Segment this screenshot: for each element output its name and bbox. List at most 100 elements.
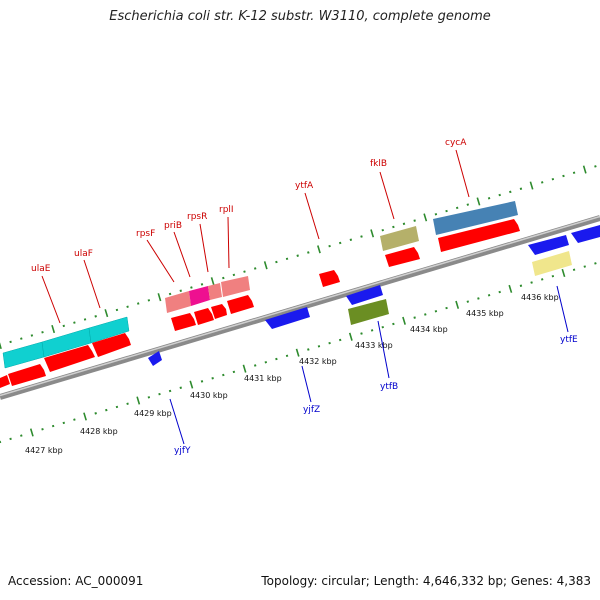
gene-label-ytfB[interactable]: ytfB bbox=[380, 382, 398, 392]
cds-arrow-2[interactable] bbox=[8, 364, 46, 386]
major-tick bbox=[423, 213, 428, 222]
cds-arrow-4[interactable] bbox=[92, 333, 131, 357]
gene-fklB-box[interactable] bbox=[380, 226, 419, 251]
cds-rev-4[interactable] bbox=[528, 235, 569, 255]
cds-arrow-1[interactable] bbox=[0, 375, 10, 388]
gene-label-priB[interactable]: priB bbox=[164, 221, 182, 231]
minor-tick bbox=[328, 244, 331, 248]
gene-ulaF-b[interactable] bbox=[88, 316, 130, 344]
minor-tick bbox=[179, 386, 182, 389]
minor-tick bbox=[370, 329, 374, 332]
minor-tick bbox=[136, 302, 140, 305]
minor-tick bbox=[317, 345, 321, 348]
major-tick bbox=[582, 165, 587, 174]
minor-tick bbox=[126, 305, 129, 309]
major-tick bbox=[455, 300, 460, 309]
major-tick bbox=[51, 324, 56, 334]
major-tick bbox=[476, 197, 481, 206]
cds-arrow-11[interactable] bbox=[438, 219, 520, 252]
minor-tick bbox=[445, 306, 448, 310]
minor-tick bbox=[477, 297, 480, 300]
minor-tick bbox=[307, 348, 310, 351]
ruler-label-4430: 4430 kbp bbox=[190, 391, 228, 400]
gene-label-fklB[interactable]: fklB bbox=[370, 159, 387, 169]
gene-label-ulaF[interactable]: ulaF bbox=[74, 249, 93, 259]
gene-rplI[interactable] bbox=[221, 276, 250, 297]
gene-priB[interactable] bbox=[189, 286, 210, 306]
minor-tick bbox=[572, 171, 576, 175]
minor-tick bbox=[222, 276, 225, 280]
minor-tick bbox=[307, 251, 310, 254]
gene-ytfE-box[interactable] bbox=[532, 251, 572, 276]
minor-tick bbox=[572, 268, 576, 272]
gene-rpsR[interactable] bbox=[208, 283, 222, 300]
cds-rev-2[interactable] bbox=[265, 307, 310, 329]
gene-label-rpsF[interactable]: rpsF bbox=[136, 229, 155, 239]
minor-tick bbox=[392, 322, 395, 326]
cds-arrow-5[interactable] bbox=[171, 313, 196, 331]
minor-tick bbox=[115, 405, 119, 409]
cds-arrow-10[interactable] bbox=[385, 247, 420, 267]
ruler-label-4427: 4427 kbp bbox=[25, 446, 63, 455]
gene-rpsF[interactable] bbox=[165, 291, 191, 313]
forward-label-lines bbox=[41, 149, 470, 324]
cds-rev-3[interactable] bbox=[346, 285, 383, 305]
accession-text: Accession: AC_000091 bbox=[8, 574, 144, 588]
minor-tick bbox=[41, 330, 44, 334]
reverse-label-lines bbox=[169, 285, 569, 445]
minor-tick bbox=[487, 196, 491, 200]
minor-tick bbox=[41, 427, 44, 431]
minor-tick bbox=[83, 318, 87, 321]
gene-label-yjfY[interactable]: yjfY bbox=[174, 446, 191, 456]
minor-tick bbox=[9, 340, 12, 344]
gene-label-rplI[interactable]: rplI bbox=[219, 205, 234, 215]
major-tick bbox=[402, 316, 406, 325]
minor-tick bbox=[509, 190, 512, 194]
gene-label-cycA[interactable]: cycA bbox=[445, 138, 467, 148]
major-tick bbox=[295, 348, 300, 357]
minor-tick bbox=[62, 421, 66, 425]
cds-arrow-3[interactable] bbox=[44, 345, 95, 372]
cds-arrow-9[interactable] bbox=[319, 270, 340, 287]
minor-tick bbox=[94, 412, 97, 415]
minor-tick bbox=[328, 341, 331, 345]
ruler-labels: 4427 kbp 4428 kbp 4429 kbp 4430 kbp 4431… bbox=[25, 293, 559, 455]
gene-label-ulaE[interactable]: ulaE bbox=[31, 264, 51, 274]
minor-tick bbox=[349, 238, 353, 241]
minor-tick bbox=[211, 377, 214, 380]
gene-label-rpsR[interactable]: rpsR bbox=[187, 212, 207, 222]
minor-tick bbox=[275, 357, 278, 361]
cds-arrow-7[interactable] bbox=[211, 304, 227, 319]
minor-tick bbox=[551, 177, 555, 181]
gene-ytfB-box[interactable] bbox=[348, 299, 389, 325]
minor-tick bbox=[381, 325, 384, 329]
minor-tick bbox=[519, 284, 523, 287]
gene-label-ytfA[interactable]: ytfA bbox=[295, 181, 314, 191]
ruler-label-4434: 4434 kbp bbox=[410, 325, 448, 334]
cds-rev-1[interactable] bbox=[148, 351, 162, 366]
minor-tick bbox=[253, 364, 257, 367]
gene-label-yjfZ[interactable]: yjfZ bbox=[303, 405, 320, 415]
minor-tick bbox=[360, 332, 363, 335]
minor-tick bbox=[275, 260, 278, 264]
genome-backbone-highlight bbox=[0, 215, 600, 397]
minor-tick bbox=[562, 174, 565, 178]
minor-tick bbox=[264, 360, 268, 364]
minor-tick bbox=[583, 265, 586, 268]
major-tick bbox=[242, 364, 247, 373]
forward-gene-labels: ulaE ulaF rpsF priB rpsR rplI ytfA fklB … bbox=[31, 138, 467, 274]
minor-tick bbox=[285, 257, 289, 261]
gene-ulaE[interactable] bbox=[2, 341, 45, 369]
cds-arrow-6[interactable] bbox=[194, 308, 214, 325]
minor-tick bbox=[190, 286, 193, 289]
gene-cycA-box[interactable] bbox=[433, 201, 518, 235]
minor-tick bbox=[338, 241, 342, 245]
minor-tick bbox=[73, 321, 76, 324]
gene-label-ytfE[interactable]: ytfE bbox=[560, 335, 578, 345]
minor-tick bbox=[168, 292, 172, 296]
cds-rev-5[interactable] bbox=[571, 225, 600, 243]
genome-summary: Topology: circular; Length: 4,646,332 bp… bbox=[261, 574, 591, 588]
cds-arrow-8[interactable] bbox=[227, 295, 254, 314]
ruler-label-4433: 4433 kbp bbox=[355, 341, 393, 350]
